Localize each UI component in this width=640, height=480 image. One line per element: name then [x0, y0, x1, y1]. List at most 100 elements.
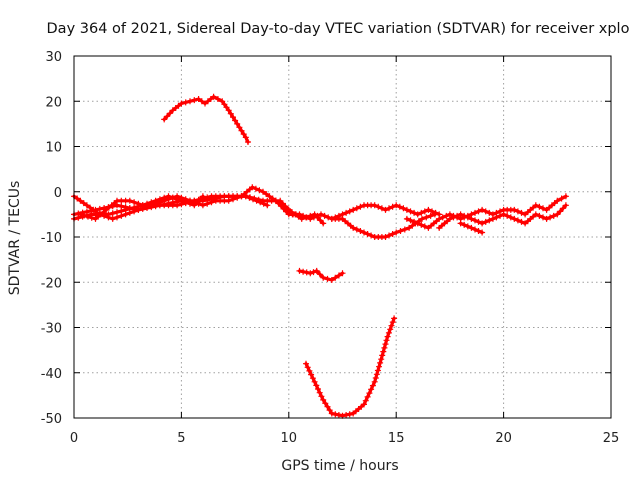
data-point-marker: [105, 211, 112, 218]
data-point-marker: [245, 139, 251, 145]
data-point-marker: [152, 197, 159, 204]
data-point-marker: [310, 269, 317, 276]
data-point-marker: [156, 202, 163, 209]
data-point-marker: [468, 215, 475, 222]
data-point-marker: [486, 209, 493, 216]
data-point-marker: [204, 196, 211, 203]
data-point-marker: [377, 359, 384, 366]
data-point-marker: [389, 231, 396, 237]
data-point-marker: [83, 208, 90, 215]
y-tick-label: -30: [41, 322, 62, 337]
data-point-marker: [182, 99, 189, 106]
data-point-marker: [461, 221, 468, 228]
series-arc-11: [436, 202, 569, 231]
data-point-marker: [560, 205, 566, 212]
data-point-marker: [375, 203, 382, 210]
data-point-marker: [300, 268, 307, 275]
data-point-marker: [475, 208, 482, 215]
data-point-marker: [536, 203, 543, 210]
data-point-marker: [317, 217, 324, 224]
data-point-marker: [210, 93, 217, 100]
data-point-marker: [308, 371, 315, 378]
data-point-marker: [382, 234, 389, 240]
data-point-marker: [335, 412, 342, 418]
x-tick-label: 15: [388, 431, 405, 446]
data-point-marker: [296, 267, 303, 274]
data-point-marker: [232, 117, 239, 124]
data-point-marker: [178, 100, 185, 107]
data-point-marker: [242, 134, 249, 141]
data-point-marker: [540, 205, 546, 212]
data-point-marker: [482, 218, 489, 225]
data-point-marker: [376, 363, 382, 370]
data-point-marker: [468, 224, 475, 231]
data-point-marker: [362, 397, 369, 404]
data-point-marker: [307, 215, 314, 222]
data-point-marker: [479, 229, 486, 236]
data-point-marker: [427, 212, 434, 219]
data-point-marker: [383, 337, 390, 344]
data-point-marker: [194, 199, 201, 206]
data-point-marker: [322, 400, 329, 407]
data-point-marker: [554, 197, 561, 204]
data-point-marker: [303, 269, 310, 276]
data-point-marker: [436, 215, 443, 222]
data-point-marker: [532, 211, 539, 218]
data-point-marker: [409, 222, 416, 229]
data-point-marker: [161, 201, 168, 208]
data-point-marker: [379, 352, 386, 359]
data-point-marker: [391, 315, 398, 322]
data-point-marker: [371, 202, 378, 209]
x-tick-label: 20: [495, 431, 512, 446]
data-point-marker: [518, 209, 525, 216]
data-point-marker: [479, 220, 486, 227]
data-point-marker: [518, 218, 525, 225]
data-point-marker: [532, 202, 539, 209]
data-point-marker: [493, 214, 500, 221]
data-point-marker: [249, 184, 256, 191]
data-point-marker: [109, 215, 116, 222]
data-point-marker: [558, 195, 565, 202]
data-point-marker: [418, 209, 425, 216]
data-point-marker: [253, 197, 260, 204]
data-point-marker: [250, 196, 256, 203]
data-point-marker: [343, 412, 350, 418]
y-tick-label: -10: [41, 231, 62, 246]
data-point-marker: [77, 211, 84, 218]
data-point-marker: [320, 220, 327, 227]
data-point-marker: [497, 212, 503, 219]
chart-title: Day 364 of 2021, Sidereal Day-to-day VTE…: [47, 21, 630, 37]
data-point-marker: [361, 401, 367, 408]
data-point-marker: [161, 194, 168, 201]
data-point-marker: [421, 208, 428, 215]
data-point-marker: [504, 212, 511, 219]
series-layer: [71, 93, 569, 419]
data-point-marker: [114, 214, 120, 221]
data-point-marker: [328, 215, 335, 222]
data-point-marker: [397, 228, 404, 234]
data-point-marker: [81, 212, 88, 219]
data-point-marker: [500, 211, 507, 218]
data-point-marker: [212, 195, 219, 202]
data-point-marker: [401, 226, 408, 233]
data-point-marker: [328, 410, 335, 417]
data-point-marker: [148, 199, 155, 206]
data-point-marker: [320, 274, 327, 281]
data-point-marker: [479, 206, 486, 213]
data-point-marker: [425, 206, 432, 213]
data-point-marker: [464, 223, 471, 230]
data-point-marker: [374, 367, 381, 374]
data-point-marker: [388, 322, 395, 329]
data-point-marker: [457, 211, 464, 218]
data-point-marker: [214, 96, 221, 102]
data-point-marker: [256, 187, 263, 194]
data-point-marker: [122, 204, 129, 211]
data-point-marker: [303, 214, 310, 221]
data-point-marker: [88, 207, 95, 214]
data-point-marker: [361, 229, 367, 236]
data-point-marker: [332, 214, 339, 221]
data-point-marker: [385, 329, 392, 336]
data-point-marker: [343, 209, 350, 216]
data-point-marker: [406, 224, 413, 231]
data-point-marker: [562, 202, 569, 209]
